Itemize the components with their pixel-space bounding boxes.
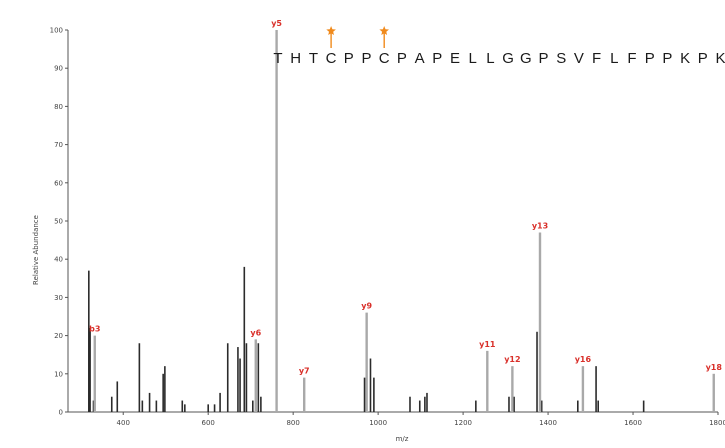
ion-label-y7: y7 [299, 367, 310, 376]
y-tick-label: 70 [54, 141, 63, 149]
x-tick-label: 1800 [709, 419, 725, 427]
sequence-residue: C [326, 50, 337, 67]
ion-labels: b3 y5 y6 y7 y9 y11 y12 y13 y16 y18 [89, 19, 722, 376]
axes: 0 10 20 30 40 50 60 70 80 90 100 400 600 800 1000 1200 1… [50, 27, 725, 428]
x-tick-label: 1200 [454, 419, 472, 427]
sequence-residue: P [397, 50, 407, 67]
ion-label-y6: y6 [250, 328, 261, 337]
x-tick-label: 800 [286, 419, 299, 427]
y-tick-label: 40 [54, 256, 63, 264]
ion-label-y18: y18 [706, 363, 723, 372]
y-tick-label: 90 [54, 65, 63, 73]
sequence-residue: P [361, 50, 371, 67]
y-tick-label: 50 [54, 218, 63, 226]
peaks [88, 30, 715, 412]
x-axis-title: m/z [396, 435, 409, 443]
modification-marker-icon [326, 26, 336, 48]
sequence-residue: E [450, 50, 460, 67]
y-tick-label: 0 [59, 409, 63, 417]
sequence-residue: P [344, 50, 354, 67]
y-axis-title: Relative Abundance [32, 215, 40, 285]
sequence-residue: G [502, 50, 514, 67]
x-tick-label: 1600 [624, 419, 642, 427]
sequence-residue: F [592, 50, 601, 67]
sequence-residue: L [469, 50, 477, 67]
ion-label-y11: y11 [479, 340, 496, 349]
y-tick-label: 20 [54, 332, 63, 340]
sequence-residue: P [698, 50, 708, 67]
y-tick-label: 30 [54, 294, 63, 302]
sequence-residue: P [432, 50, 442, 67]
sequence-residue: K [680, 50, 690, 67]
x-tick-label: 1000 [369, 419, 387, 427]
ion-label-y13: y13 [532, 221, 548, 230]
sequence-residue: T [273, 50, 282, 67]
y-tick-label: 100 [50, 27, 63, 35]
x-tick-label: 400 [117, 419, 130, 427]
ion-label-y16: y16 [575, 355, 592, 364]
ion-label-y5: y5 [271, 19, 282, 28]
x-tick-label: 600 [202, 419, 215, 427]
sequence-residue: V [574, 50, 584, 67]
sequence-residue: T [309, 50, 318, 67]
y-tick-label: 60 [54, 179, 63, 187]
y-tick-label: 10 [54, 370, 63, 378]
modification-marker-icon [379, 26, 389, 48]
ion-label-b3: b3 [89, 325, 100, 334]
sequence-residue: F [627, 50, 636, 67]
ion-label-y12: y12 [504, 355, 520, 364]
sequence-residue: P [538, 50, 548, 67]
ion-label-y9: y9 [361, 302, 372, 311]
sequence-residue: S [556, 50, 566, 67]
sequence-residue: K [715, 50, 725, 67]
y-tick-label: 80 [54, 103, 63, 111]
sequence-residue: A [415, 50, 425, 67]
sequence-residue: L [486, 50, 494, 67]
sequence-residue: P [645, 50, 655, 67]
x-tick-label: 1400 [539, 419, 557, 427]
sequence-residue: L [610, 50, 618, 67]
sequence-residue: H [290, 50, 301, 67]
sequence-residue: C [379, 50, 390, 67]
sequence-residue: P [662, 50, 672, 67]
sequence-residue: G [520, 50, 532, 67]
